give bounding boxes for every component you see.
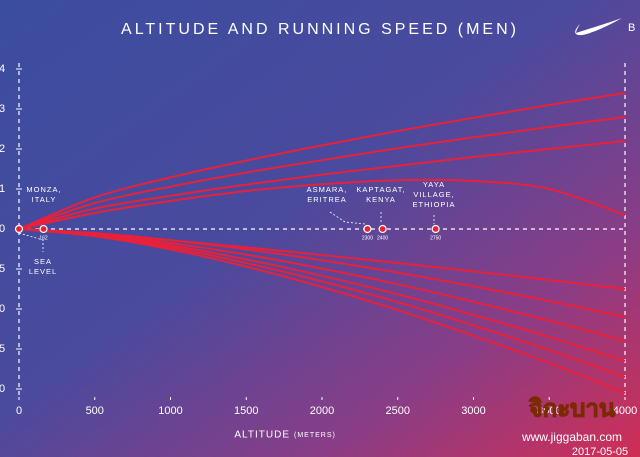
logo [575,18,622,36]
x-tick-label: 3500 [537,405,561,417]
speed-curve [18,228,626,318]
altitude-label: 2400 [377,235,388,241]
location-label: KAPTAGAT, [356,185,405,194]
y-tick-label: 4 [0,63,5,75]
y-tick-label: 1 [0,183,5,195]
location-point [14,224,24,234]
y-tick-label: 5 [0,343,5,355]
x-axis-unit: (METERS) [294,432,336,439]
speed-curve [18,92,626,230]
altitude-label: 2750 [430,235,441,241]
location-label: ITALY [32,195,57,204]
y-tick-label: 0 [0,383,5,395]
x-tick-label: 3000 [461,405,485,417]
location-point [363,224,372,234]
altitude-label: 2300 [362,235,373,241]
location-label: ETHIOPIA [412,200,455,209]
location-label: MONZA, [26,185,61,194]
location-label: VILLAGE, [413,190,454,199]
speed-curve [18,228,626,342]
chart-title: ALTITUDE AND RUNNING SPEED (MEN) [121,21,519,38]
location-label: LEVEL [29,267,57,276]
location-label: ASMARA, [307,185,348,194]
y-tick-label: 0 [0,303,5,315]
watermark-logo: จิกะบาน [529,395,616,422]
watermark: จิกะบาน www.jiggaban.com 2017-05-05 [521,395,628,457]
speed-curve [18,178,626,230]
x-tick-label: 2500 [386,405,410,417]
location-label: YAYA [423,180,445,189]
x-axis-label: ALTITUDE [234,430,290,441]
location-point [378,224,387,234]
location-label: KENYA [366,195,396,204]
y-tick-label: 3 [0,103,5,115]
altitude-label: 162 [39,235,48,241]
location-label: SEA [34,257,52,266]
leader-line [18,232,44,252]
x-tick-label: 2000 [310,405,334,417]
x-tick-label: 1500 [234,405,258,417]
watermark-date: 2017-05-05 [572,446,628,457]
x-tick-label: 4000 [613,405,637,417]
speed-curve [18,228,626,394]
speed-curve [18,228,626,378]
watermark-url: www.jiggaban.com [521,430,622,444]
y-tick-label: 5 [0,263,5,275]
x-tick-label: 1000 [158,405,182,417]
location-point [431,224,440,234]
speed-curve [18,116,626,230]
x-tick-label: 0 [16,405,22,417]
speed-curve [18,140,626,230]
brand-text: B [628,22,635,34]
location-label: ERITREA [307,195,347,204]
y-tick-label: 2 [0,143,5,155]
y-tick-label: 0 [0,223,5,235]
location-point [39,224,48,234]
x-tick-label: 500 [86,405,104,417]
